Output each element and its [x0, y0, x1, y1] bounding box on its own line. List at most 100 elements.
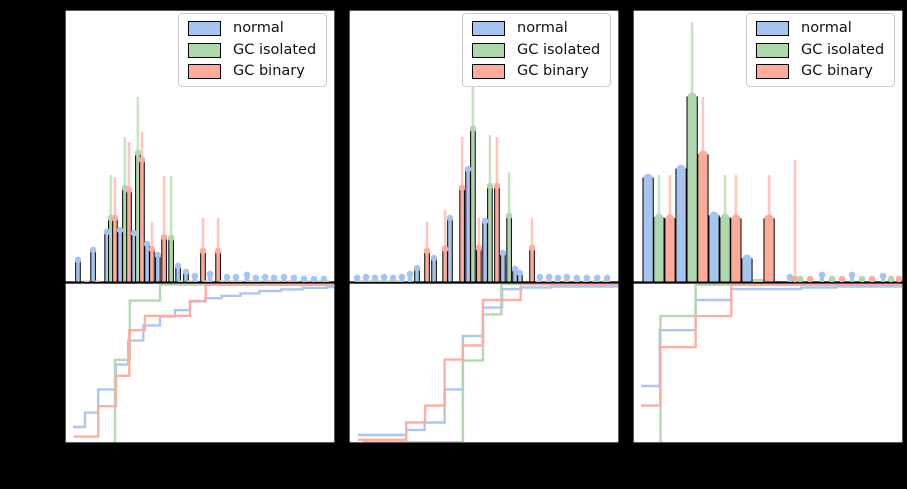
bar-cap-marker	[806, 275, 814, 283]
hist-bar	[535, 280, 541, 282]
legend-swatch-icon	[472, 20, 505, 36]
bar-cap-marker	[353, 274, 361, 282]
hist-bar	[294, 280, 300, 282]
ecdf-step-line-gc-binary	[641, 284, 902, 407]
hist-bar	[155, 254, 161, 283]
bar-cap-marker	[687, 92, 697, 102]
hist-bar	[112, 217, 118, 283]
bar-cap-marker	[362, 273, 370, 281]
ecdf-curves-right	[641, 284, 902, 442]
legend-item-gc-binary: GC binary	[472, 63, 600, 80]
hist-bar	[601, 280, 607, 282]
bar-cap-marker	[554, 274, 562, 282]
bar-cap-marker	[74, 256, 82, 264]
bar-cap-marker	[828, 275, 836, 283]
bar-cap-marker	[223, 273, 231, 281]
bar-cap-marker	[252, 274, 260, 282]
hist-bar	[316, 280, 322, 282]
ecdf-axes-right	[632, 282, 904, 444]
hist-bar	[186, 280, 192, 282]
hist-bar	[459, 187, 465, 283]
legend-swatch-icon	[472, 64, 505, 80]
legend-swatch-icon	[188, 42, 221, 58]
legend-item-gc-binary: GC binary	[188, 63, 316, 80]
hist-bar	[506, 215, 512, 283]
hist-bar	[249, 280, 254, 282]
hist-bar	[244, 274, 250, 282]
hist-bar	[424, 250, 430, 283]
bar-cap-marker	[167, 234, 175, 242]
hist-bar	[207, 274, 213, 282]
bar-cap-marker	[300, 275, 308, 283]
hist-bar	[592, 280, 597, 282]
bar-cap-marker	[493, 182, 501, 190]
bar-cap-marker	[676, 164, 686, 174]
hist-bar	[386, 280, 391, 282]
bar-cap-marker	[380, 273, 388, 281]
hist-bar	[763, 218, 775, 283]
hist-bar	[267, 280, 273, 282]
ecdf-axes-left	[64, 282, 336, 444]
legend-label: normal	[233, 20, 284, 36]
hist-bar	[752, 279, 764, 282]
bar-cap-marker	[116, 226, 124, 234]
ecdf-step-line-gc-binary	[357, 284, 618, 441]
bar-cap-marker	[838, 275, 846, 283]
ecdf-curves-middle	[357, 284, 618, 442]
legend-label: GC isolated	[233, 41, 317, 58]
legend-item-gc-isolated: GC isolated	[188, 42, 316, 59]
bar-cap-marker	[125, 186, 133, 194]
bar-cap-marker	[464, 165, 472, 173]
bar-cap-marker	[593, 274, 601, 282]
hist-bar	[582, 280, 588, 282]
bar-cap-marker	[232, 273, 240, 281]
hist-bar	[675, 168, 687, 283]
bar-cap-marker	[134, 149, 142, 157]
bar-cap-marker	[191, 272, 199, 280]
bar-cap-marker	[848, 271, 856, 279]
bar-cap-marker	[786, 273, 794, 281]
bar-cap-marker	[698, 150, 708, 160]
bar-cap-marker	[423, 247, 431, 255]
hist-bar	[487, 185, 493, 283]
legend-panel-3: normal GC isolated GC binary	[746, 13, 896, 88]
bar-cap-marker	[148, 245, 156, 253]
legend-panel-1: normal GC isolated GC binary	[178, 13, 328, 88]
hist-bar	[476, 247, 482, 283]
bar-cap-marker	[103, 228, 111, 236]
bar-cap-marker	[742, 254, 752, 264]
bar-cap-marker	[130, 229, 138, 237]
bar-cap-marker	[138, 156, 146, 164]
hist-bar	[168, 237, 174, 283]
hist-bar	[377, 280, 382, 282]
legend-label: normal	[517, 20, 568, 36]
bar-cap-marker	[261, 273, 269, 281]
hist-bar	[368, 280, 373, 282]
hist-bar	[161, 236, 167, 283]
bar-cap-marker	[446, 214, 454, 222]
legend-item-normal: normal	[472, 20, 600, 37]
hist-bar	[442, 248, 448, 283]
hist-bar	[529, 247, 535, 283]
bar-cap-marker	[280, 273, 288, 281]
bar-cap-marker	[406, 270, 414, 278]
hist-bar	[200, 250, 206, 283]
hist-bar	[276, 280, 281, 282]
bar-cap-marker	[895, 275, 903, 283]
hist-bar	[117, 229, 123, 283]
hist-bar	[257, 280, 262, 282]
bar-cap-marker	[720, 213, 730, 223]
bar-cap-marker	[516, 269, 524, 277]
bar-cap-marker	[182, 268, 190, 276]
bar-cap-marker	[475, 244, 483, 252]
bar-cap-marker	[111, 214, 119, 222]
bar-cap-marker	[709, 211, 719, 221]
bar-cap-marker	[511, 265, 519, 273]
bar-cap-marker	[413, 264, 421, 272]
legend-swatch-icon	[188, 64, 221, 80]
legend-item-gc-isolated: GC isolated	[472, 42, 600, 59]
legend-label: GC isolated	[801, 41, 885, 58]
hist-bar	[305, 280, 311, 282]
hist-bar	[642, 177, 654, 283]
hist-bar	[84, 280, 89, 282]
